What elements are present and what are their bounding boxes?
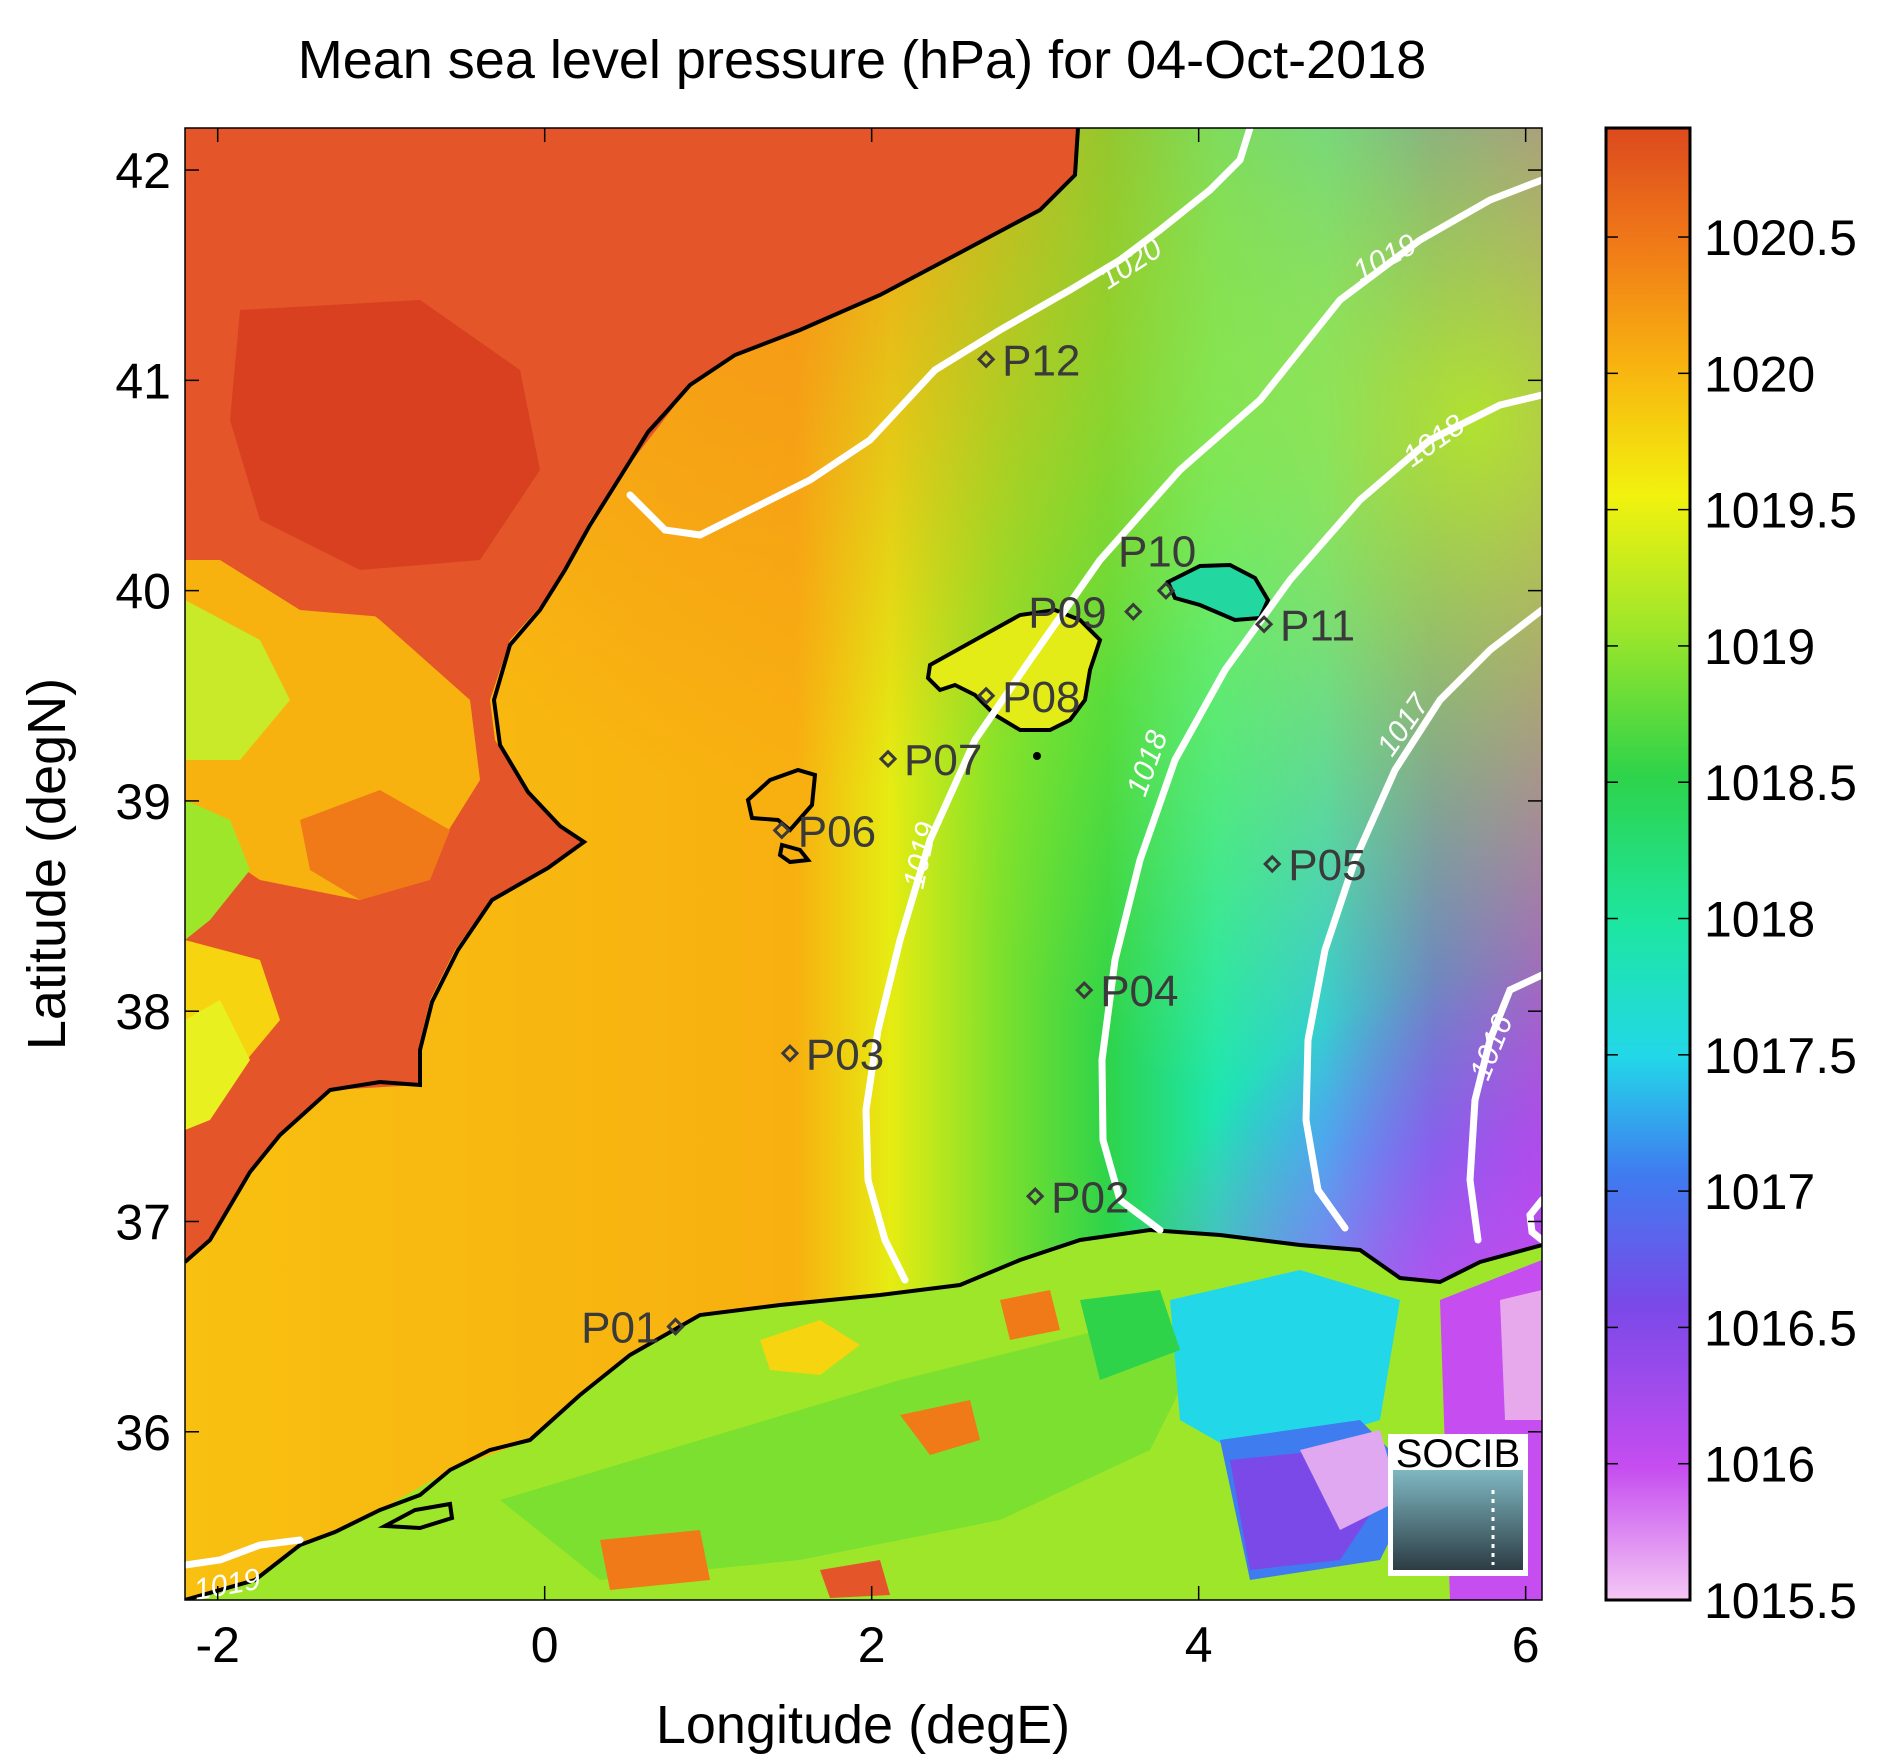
colorbar-tick-label: 1020.5 <box>1704 210 1857 266</box>
station-p10: P10 <box>1118 528 1196 600</box>
isobar-1018 <box>1098 391 1542 1234</box>
station-p01: P01 <box>581 1304 685 1353</box>
colorbar <box>1604 126 1692 1602</box>
africa-coastline <box>185 1227 1542 1600</box>
colorbar-tick-label: 1019.5 <box>1704 483 1857 539</box>
x-tick-label: -2 <box>195 1617 239 1673</box>
isobar-1016 <box>1466 971 1542 1244</box>
station-p06: P06 <box>772 807 876 856</box>
isobar-1016-closed <box>1526 1196 1542 1244</box>
x-tick-label: 4 <box>1185 1617 1213 1673</box>
x-axis-label: Longitude (degE) <box>656 1695 1070 1755</box>
station-marker-icon <box>1075 980 1094 1000</box>
station-p12: P12 <box>976 336 1080 385</box>
x-tick-label: 0 <box>531 1617 559 1673</box>
station-p11: P11 <box>1254 601 1355 650</box>
station-label: P03 <box>806 1030 884 1079</box>
station-marker-icon <box>772 821 791 840</box>
x-axis-ticks: -2 0 2 4 6 <box>195 128 1540 1673</box>
alboran-island <box>377 1501 455 1531</box>
x-tick-label: 2 <box>858 1617 886 1673</box>
colorbar-tick-label: 1017.5 <box>1704 1028 1857 1084</box>
y-tick-label: 36 <box>115 1405 171 1461</box>
y-tick-label: 41 <box>115 353 171 409</box>
mallorca-island <box>925 607 1103 732</box>
station-p02: P02 <box>1025 1173 1129 1222</box>
iberia-coastline <box>185 128 1080 1264</box>
station-marker-icon <box>1263 854 1282 874</box>
station-p05: P05 <box>1263 841 1367 890</box>
station-p09: P09 <box>1028 589 1143 638</box>
socib-logo: SOCIB <box>1388 1432 1528 1576</box>
y-axis-label: Latitude (degN) <box>17 678 77 1050</box>
colorbar-tick-label: 1019 <box>1704 619 1815 675</box>
station-label: P10 <box>1118 528 1196 577</box>
y-tick-label: 42 <box>115 143 171 199</box>
isobar-1017 <box>1302 606 1542 1232</box>
y-tick-label: 39 <box>115 774 171 830</box>
station-p04: P04 <box>1075 967 1179 1016</box>
colorbar-tick-label: 1020 <box>1704 346 1815 402</box>
station-p03: P03 <box>780 1030 884 1079</box>
station-marker-icon <box>1156 581 1176 600</box>
station-marker-icon <box>666 1317 685 1336</box>
station-marker-icon <box>976 350 996 369</box>
station-marker-icon <box>1254 615 1274 634</box>
station-label: P01 <box>581 1304 659 1353</box>
x-tick-label: 6 <box>1512 1617 1540 1673</box>
isobar-1020 <box>626 128 1254 539</box>
isobar-contours <box>185 128 1542 1569</box>
menorca-island <box>1165 562 1271 623</box>
station-label: P06 <box>798 807 876 856</box>
isobar-1019-sw <box>185 1536 304 1569</box>
colorbar-ticks: 1015.5 1016 1016.5 1017 1017.5 1018 1018.5 1019… <box>1606 210 1857 1629</box>
colorbar-tick-label: 1016 <box>1704 1437 1815 1493</box>
station-label: P05 <box>1288 841 1366 890</box>
station-p07: P07 <box>878 736 982 785</box>
station-label: P12 <box>1002 336 1080 385</box>
station-label: P07 <box>904 736 982 785</box>
station-marker-icon <box>878 749 898 769</box>
y-tick-label: 38 <box>115 984 171 1040</box>
chart-title: Mean sea level pressure (hPa) for 04-Oct… <box>298 30 1427 90</box>
plot-frame <box>184 127 1543 1601</box>
y-tick-label: 37 <box>115 1194 171 1250</box>
station-marker-icon <box>780 1044 800 1063</box>
station-label: P04 <box>1100 967 1178 1016</box>
station-marker-icon <box>1025 1187 1045 1206</box>
station-label: P02 <box>1051 1173 1129 1222</box>
formentera-island <box>777 842 812 865</box>
station-label: P08 <box>1002 673 1080 722</box>
station-marker-icon <box>1124 602 1143 621</box>
station-marker-icon <box>976 686 996 705</box>
y-axis-ticks: 36 37 38 39 40 41 42 <box>115 143 1542 1461</box>
colorbar-tick-label: 1015.5 <box>1704 1573 1857 1629</box>
colorbar-tick-label: 1017 <box>1704 1164 1815 1220</box>
isobar-1019 <box>862 176 1542 1284</box>
colorbar-tick-label: 1018.5 <box>1704 755 1857 811</box>
station-p08: P08 <box>976 673 1080 722</box>
socib-logo-text: SOCIB <box>1396 1432 1520 1476</box>
y-tick-label: 40 <box>115 564 171 620</box>
colorbar-tick-label: 1018 <box>1704 892 1815 948</box>
colorbar-tick-label: 1016.5 <box>1704 1300 1857 1356</box>
station-label: P11 <box>1280 601 1355 650</box>
map-plot-area: 1020 1019 1019 1019 1018 1018 1017 1016 … <box>185 128 1542 1600</box>
station-label: P09 <box>1028 589 1106 638</box>
